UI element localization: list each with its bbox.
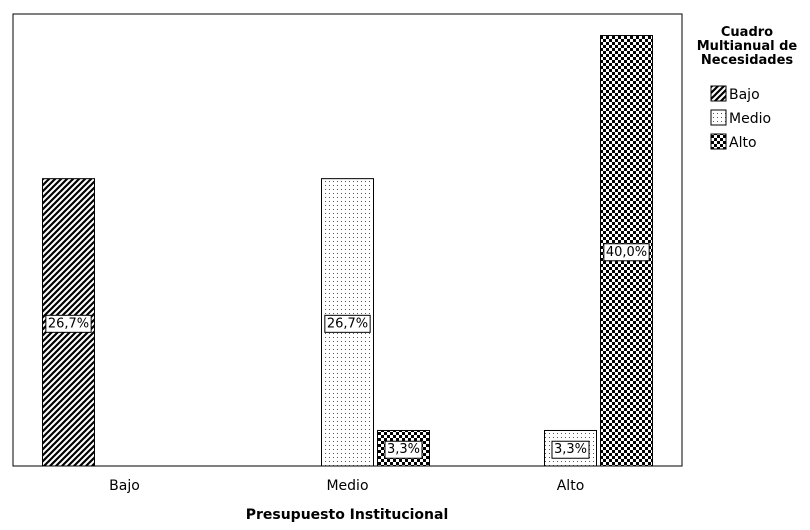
legend-background bbox=[683, 14, 810, 174]
legend-item-bajo: Bajo bbox=[710, 85, 760, 103]
x-tick-bajo: Bajo bbox=[109, 478, 140, 494]
x-tick-alto: Alto bbox=[557, 478, 585, 494]
legend-label-medio: Medio bbox=[729, 111, 771, 127]
data-label-bajo-bajo: 26,7% bbox=[45, 314, 92, 333]
svg-text:26,7%: 26,7% bbox=[327, 316, 368, 331]
legend-item-alto: Alto bbox=[710, 133, 757, 151]
svg-text:3,3%: 3,3% bbox=[554, 442, 587, 457]
x-tick-medio: Medio bbox=[326, 478, 368, 494]
data-label-medio-medio: 26,7% bbox=[324, 314, 371, 333]
data-label-alto-medio: 3,3% bbox=[551, 440, 590, 459]
svg-text:40,0%: 40,0% bbox=[606, 245, 647, 260]
legend-swatch-medio bbox=[710, 109, 727, 126]
legend-swatch-bajo bbox=[710, 85, 727, 102]
svg-text:3,3%: 3,3% bbox=[387, 442, 420, 457]
legend-item-medio: Medio bbox=[710, 109, 771, 127]
legend-label-alto: Alto bbox=[729, 135, 757, 151]
legend-title-line: Multianual de bbox=[697, 39, 798, 54]
svg-text:26,7%: 26,7% bbox=[48, 316, 89, 331]
data-label-medio-alto: 3,3% bbox=[384, 440, 423, 459]
legend: Bajo Medio Alto bbox=[710, 85, 771, 151]
legend-title-line: Necesidades bbox=[701, 53, 794, 68]
legend-swatch-alto bbox=[710, 133, 727, 150]
legend-label-bajo: Bajo bbox=[729, 87, 760, 103]
x-axis-label: Presupuesto Institucional bbox=[246, 507, 449, 523]
legend-title-line: Cuadro bbox=[721, 25, 773, 40]
data-label-alto-alto: 40,0% bbox=[603, 243, 650, 262]
data-labels-layer: 26,7% 26,7% 3,3% 3,3% 40,0% bbox=[45, 243, 650, 459]
x-tick-labels: Bajo Medio Alto bbox=[109, 478, 584, 494]
